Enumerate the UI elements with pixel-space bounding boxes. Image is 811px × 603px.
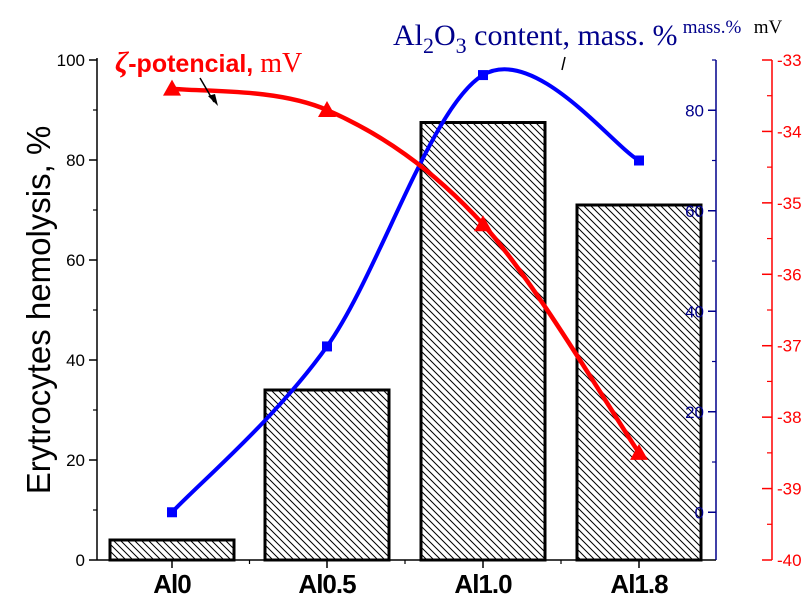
left-tick-label-60: 60 xyxy=(66,251,85,270)
al2o3-point-Al1.8 xyxy=(634,155,644,166)
al2o3-sub-3: 3 xyxy=(456,33,467,58)
bar-Al1.8 xyxy=(575,203,703,562)
bar-Al0 xyxy=(108,538,236,562)
zeta-point-Al1.8 xyxy=(630,443,648,460)
x-tick-label-Al1.0: Al1.0 xyxy=(454,569,512,599)
zeta-point-Al1.0 xyxy=(474,215,492,232)
y2-tick-label-60: 60 xyxy=(685,202,704,221)
al2o3-point-Al1.0 xyxy=(478,70,488,81)
al2o3-rest: content, mass. % xyxy=(467,19,678,52)
al2o3-point-Al0.5 xyxy=(322,341,332,352)
y2-axis-title: mass.% xyxy=(683,17,742,38)
y-axis-label: Erytrocytes hemolysis, % xyxy=(20,126,57,495)
al2o3-sub-2: 2 xyxy=(423,33,434,58)
zeta-point-Al0 xyxy=(163,79,181,96)
x-tick-label-Al0.5: Al0.5 xyxy=(298,569,356,599)
y2-tick-label-80: 80 xyxy=(685,101,704,120)
x-axis: Al0 Al0.5 Al1.0 Al1.8 xyxy=(97,559,716,599)
bar-Al1.0 xyxy=(419,121,547,562)
right-inner-axis: 0 20 40 60 80 xyxy=(685,59,717,560)
y3-tick-label--37: -37 xyxy=(777,337,802,356)
y2-tick-label-20: 20 xyxy=(685,403,704,422)
y2-tick-label-40: 40 xyxy=(685,302,704,321)
al2o3-line xyxy=(170,67,641,514)
al2o3-annotation: Al2O3 content, mass. % xyxy=(393,19,677,58)
zeta-symbol: ζ xyxy=(115,46,130,79)
y3-tick-label--38: -38 xyxy=(777,408,802,427)
y3-tick-label--39: -39 xyxy=(777,480,802,499)
x-tick-label-Al0: Al0 xyxy=(153,569,191,599)
zeta-annotation: ζ-potencial, mV xyxy=(115,46,302,79)
zeta-bold-text: -potencial, xyxy=(128,50,253,78)
zeta-series-layer xyxy=(163,79,648,460)
y3-tick-label--34: -34 xyxy=(777,122,802,141)
zeta-line xyxy=(171,86,641,455)
y2-tick-label-0: 0 xyxy=(695,503,704,522)
y3-tick-label--40: -40 xyxy=(777,551,802,570)
x-tick-label-Al1.8: Al1.8 xyxy=(610,569,668,599)
left-axis: 0 20 40 60 80 100 xyxy=(57,51,98,570)
left-tick-label-100: 100 xyxy=(57,51,85,70)
left-tick-label-20: 20 xyxy=(66,451,85,470)
al2o3-point-Al0 xyxy=(167,507,177,518)
al2o3-series-layer xyxy=(167,67,644,518)
right-outer-axis: -40 -39 -38 -37 -36 -35 -34 -33 xyxy=(762,51,802,570)
zeta-point-Al0.5 xyxy=(318,101,336,117)
al2o3-o: O xyxy=(434,19,456,52)
y3-tick-label--36: -36 xyxy=(777,265,802,284)
y3-axis-title: mV xyxy=(754,17,783,38)
left-tick-label-0: 0 xyxy=(76,551,85,570)
al2o3-annotation-arrow xyxy=(561,56,566,71)
left-tick-label-80: 80 xyxy=(66,151,85,170)
bars-layer xyxy=(108,121,703,562)
zeta-annotation-arrowhead xyxy=(208,94,218,106)
left-tick-label-40: 40 xyxy=(66,351,85,370)
bar-Al0.5 xyxy=(263,388,391,562)
zeta-rest-text: mV xyxy=(253,48,302,79)
al2o3-al: Al xyxy=(393,19,423,52)
y3-tick-label--33: -33 xyxy=(777,51,802,70)
y3-tick-label--35: -35 xyxy=(777,194,802,213)
